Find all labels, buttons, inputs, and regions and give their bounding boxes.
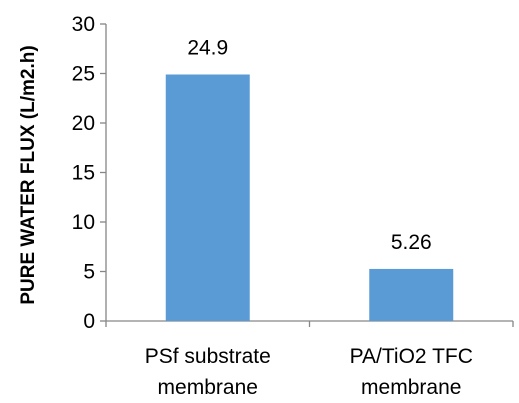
x-tick-label: membrane (158, 376, 258, 399)
bar (165, 74, 250, 322)
y-tick-label: 10 (72, 211, 95, 234)
category-labels: PSf substrate membrane PA/TiO2 TFC membrane (145, 345, 473, 399)
x-tick-label: PA/TiO2 TFC (350, 345, 473, 368)
y-axis: 0 5 10 15 20 25 30 (72, 13, 107, 333)
y-tick-label: 5 (83, 261, 95, 284)
y-tick-label: 0 (83, 310, 95, 333)
data-label: 5.26 (391, 231, 432, 254)
x-tick-label: PSf substrate (145, 345, 271, 368)
y-tick-label: 30 (72, 13, 95, 36)
y-tick-label: 25 (72, 63, 95, 86)
y-tick-label: 15 (72, 162, 95, 185)
data-label: 24.9 (187, 36, 228, 59)
bar (369, 268, 454, 321)
bars (165, 74, 454, 322)
y-axis-title: PURE WATER FLUX (L/m2.h) (18, 45, 39, 304)
data-labels: 24.9 5.26 (187, 36, 431, 253)
x-axis (105, 320, 514, 327)
x-tick-label: membrane (361, 376, 461, 399)
y-tick-label: 20 (72, 112, 95, 135)
